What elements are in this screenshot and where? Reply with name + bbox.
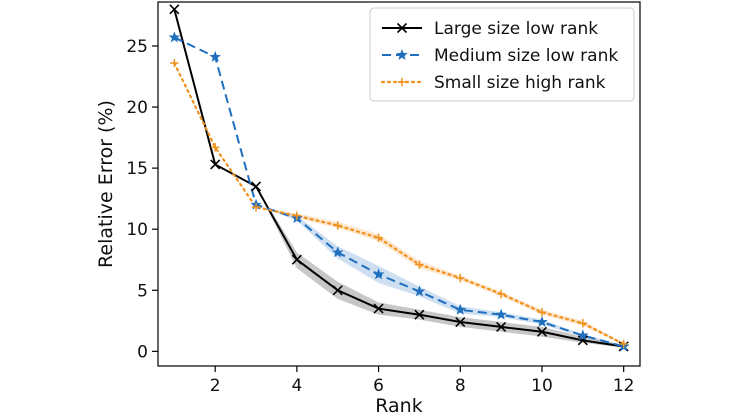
legend-label: Medium size low rank [434, 46, 618, 66]
x-tick-label: 8 [455, 376, 466, 396]
series-lines [173, 9, 625, 348]
legend-marker-2 [397, 77, 407, 87]
series-2-point [619, 339, 628, 349]
series-0-point [414, 309, 425, 320]
series-2-point [456, 273, 465, 283]
series-2-point [578, 319, 588, 328]
series-1-point [168, 31, 181, 43]
x-axis-title: Rank [375, 395, 422, 416]
series-0-point [250, 181, 262, 192]
series-0-point [577, 335, 588, 346]
legend-label: Large size low rank [434, 19, 598, 39]
y-tick-label: 10 [126, 220, 148, 240]
legend-marker-1 [396, 48, 408, 60]
y-tick-label: 15 [126, 159, 148, 179]
series-2-point [374, 233, 383, 242]
series-markers [168, 4, 630, 352]
series-0-point [536, 326, 548, 337]
series-1-point [495, 308, 507, 320]
x-axis-ticks: 2 4 6 8 10 12 [210, 366, 635, 396]
series-2-point [415, 260, 424, 269]
series-0-point [496, 321, 507, 332]
series-2-line [173, 61, 625, 346]
legend-label: Small size high rank [434, 73, 606, 93]
series-2-point [537, 308, 547, 317]
series-1-point [577, 329, 589, 341]
y-tick-label: 5 [137, 281, 148, 301]
plot-area-frame [157, 1, 641, 367]
series-0-point [373, 303, 384, 314]
x-tick-label: 2 [210, 376, 221, 396]
legend-marker-0 [396, 22, 408, 34]
series-1-line [173, 36, 624, 348]
y-tick-label: 20 [126, 98, 148, 118]
series-0-point [169, 4, 180, 15]
x-tick-label: 6 [373, 376, 384, 396]
series-2-point [292, 211, 302, 220]
series-2-point [210, 143, 220, 152]
confidence-bands [174, 9, 624, 348]
series-1-point [413, 285, 426, 297]
y-axis-title: Relative Error (%) [95, 100, 117, 268]
series-0-point [455, 316, 466, 328]
series-0-point [291, 254, 302, 265]
series-1-point [209, 50, 221, 62]
y-axis-ticks: 0 5 10 15 20 25 [126, 37, 158, 362]
series-1-point [536, 315, 548, 327]
series-1-point [372, 268, 385, 280]
series-2-point [170, 58, 179, 68]
series-1-point [454, 303, 467, 315]
series-2-point [496, 289, 506, 299]
series-1-point [331, 246, 344, 258]
y-tick-label: 0 [137, 342, 148, 362]
x-tick-label: 10 [531, 376, 553, 396]
legend-box [369, 7, 635, 102]
x-tick-label: 4 [291, 376, 302, 396]
y-tick-label: 25 [126, 37, 148, 57]
series-1-band [174, 37, 624, 348]
legend: Large size low rank Medium size low rank S… [369, 7, 635, 102]
series-2-band [174, 63, 624, 346]
x-tick-label: 12 [613, 376, 635, 396]
series-0-point [210, 159, 221, 170]
series-2-point [251, 203, 261, 212]
series-2-point [333, 221, 342, 230]
series-0-point [332, 285, 343, 296]
